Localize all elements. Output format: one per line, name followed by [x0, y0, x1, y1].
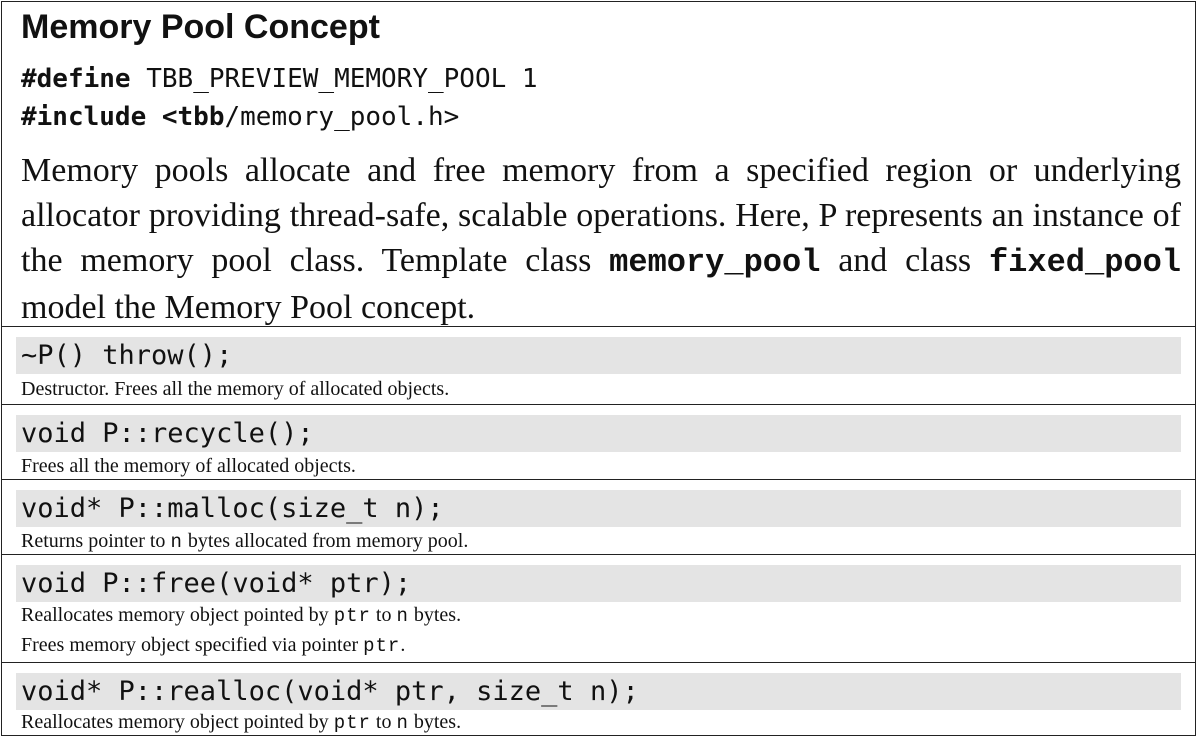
malloc-note-text-end: bytes allocated from memory pool. [182, 530, 469, 552]
malloc-note-text: Returns pointer to [21, 530, 171, 552]
destructor-note: Destructor. Frees all the memory of allo… [21, 378, 450, 400]
free-note-1-text: Reallocates memory object pointed by [21, 604, 334, 626]
free-note-2-code-ptr: ptr [363, 635, 401, 657]
malloc-note: Returns pointer to n bytes allocated fro… [21, 530, 468, 553]
realloc-note-code-ptr: ptr [333, 712, 371, 734]
realloc-note-text-to: to [370, 711, 397, 733]
free-note-1: Reallocates memory object pointed by ptr… [21, 604, 461, 627]
free-note-2-text-end: . [400, 634, 406, 656]
concept-description: Memory pools allocate and free memory fr… [21, 148, 1181, 330]
realloc-note: Reallocates memory object pointed by ptr… [21, 711, 461, 734]
define-directive: #define TBB_PREVIEW_MEMORY_POOL 1 [21, 64, 538, 94]
realloc-note-text: Reallocates memory object pointed by [21, 711, 334, 733]
entry-free: void P::free(void* ptr); Reallocates mem… [2, 555, 1195, 663]
malloc-signature: void* P::malloc(size_t n); [16, 490, 1181, 527]
free-note-1-text-to: to [370, 604, 397, 626]
description-text-3: model the Memory Pool concept. [21, 289, 476, 326]
concept-header: Memory Pool Concept #define TBB_PREVIEW_… [2, 2, 1195, 327]
entry-recycle: void P::recycle(); Frees all the memory … [2, 405, 1195, 480]
entry-destructor: ~P() throw(); Destructor. Frees all the … [2, 327, 1195, 405]
memory-pool-class-name: memory_pool [609, 244, 821, 281]
description-text-2: and class [820, 242, 989, 279]
entry-realloc: void* P::realloc(void* ptr, size_t n); R… [2, 663, 1195, 737]
define-keyword: #define [21, 64, 131, 94]
realloc-note-code-n: n [396, 712, 409, 734]
fixed-pool-class-name: fixed_pool [988, 244, 1181, 281]
recycle-signature: void P::recycle(); [16, 415, 1181, 452]
entry-malloc: void* P::malloc(size_t n); Returns point… [2, 480, 1195, 555]
realloc-note-text-end: bytes. [408, 711, 462, 733]
free-note-1-code-n: n [396, 605, 409, 627]
free-note-2: Frees memory object specified via pointe… [21, 634, 405, 657]
include-keyword: #include <tbb [21, 102, 225, 132]
free-note-1-text-end: bytes. [408, 604, 462, 626]
concept-title: Memory Pool Concept [21, 8, 380, 46]
free-note-2-text: Frees memory object specified via pointe… [21, 634, 364, 656]
free-note-1-code-ptr: ptr [333, 605, 371, 627]
destructor-signature: ~P() throw(); [16, 337, 1181, 374]
description-text-1: Memory pools allocate and free memory fr… [21, 152, 1181, 279]
recycle-note: Frees all the memory of allocated object… [21, 455, 356, 477]
free-signature: void P::free(void* ptr); [16, 565, 1181, 602]
malloc-note-code: n [170, 531, 183, 553]
realloc-signature: void* P::realloc(void* ptr, size_t n); [16, 673, 1181, 710]
include-directive: #include <tbb/memory_pool.h> [21, 102, 459, 132]
include-path: /memory_pool.h> [224, 102, 460, 132]
define-value: TBB_PREVIEW_MEMORY_POOL 1 [130, 64, 538, 94]
